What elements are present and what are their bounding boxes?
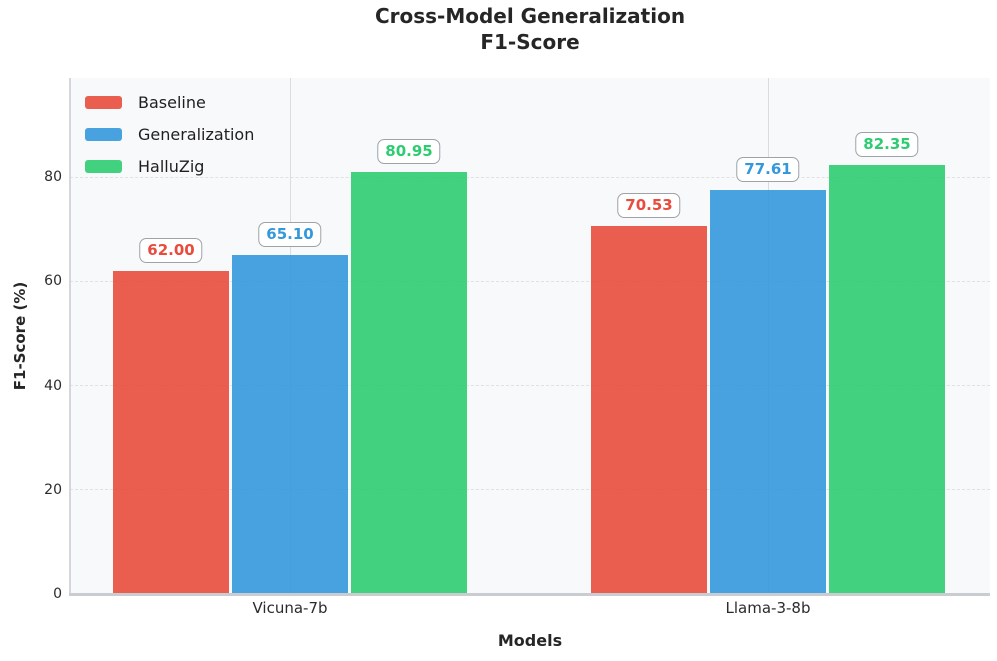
legend-item-halluzig: HalluZig — [85, 150, 254, 182]
legend: Baseline Generalization HalluZig — [85, 86, 254, 182]
legend-label-halluzig: HalluZig — [138, 156, 205, 176]
plot-area: 62.00 70.53 65.10 77.61 80.95 82.35 Baseline G… — [70, 78, 990, 594]
value-label-baseline-llama-3-8b: 70.53 — [617, 193, 681, 219]
legend-item-baseline: Baseline — [85, 86, 254, 118]
value-label-generalization-vicuna-7b: 65.10 — [258, 221, 322, 247]
legend-swatch-baseline — [85, 95, 122, 109]
legend-label-generalization: Generalization — [138, 124, 255, 144]
y-tick-label-0: 0 — [53, 586, 62, 602]
bar-generalization-vicuna-7b — [232, 254, 348, 594]
y-tick-label-40: 40 — [44, 377, 62, 394]
legend-item-generalization: Generalization — [85, 118, 254, 150]
y-tick-label-80: 80 — [44, 169, 62, 186]
chart-title: Cross-Model Generalization F1-Score — [374, 4, 686, 54]
y-axis-label: F1-Score (%) — [11, 281, 29, 391]
horizontal-gridline-60 — [70, 280, 990, 282]
bar-generalization-llama-3-8b — [710, 189, 826, 594]
bar-baseline-llama-3-8b — [591, 226, 707, 594]
legend-swatch-halluzig — [85, 159, 122, 173]
y-axis-spine — [69, 78, 71, 594]
x-axis-spine — [69, 593, 990, 596]
y-tick-label-20: 20 — [44, 481, 62, 498]
x-axis-label: Models — [497, 631, 563, 650]
y-tick-label-60: 60 — [44, 273, 62, 290]
legend-label-baseline: Baseline — [138, 92, 206, 112]
x-tick-label-llama-3-8b: Llama-3-8b — [725, 599, 811, 617]
value-label-generalization-llama-3-8b: 77.61 — [736, 156, 800, 182]
horizontal-gridline-80 — [70, 176, 990, 178]
bar-halluzig-llama-3-8b — [829, 164, 945, 594]
value-label-baseline-vicuna-7b: 62.00 — [139, 237, 203, 263]
x-tick-label-vicuna-7b: Vicuna-7b — [252, 599, 328, 617]
horizontal-gridline-40 — [70, 385, 990, 387]
value-label-halluzig-vicuna-7b: 80.95 — [377, 139, 441, 165]
value-label-halluzig-llama-3-8b: 82.35 — [855, 131, 919, 157]
legend-swatch-generalization — [85, 127, 122, 141]
horizontal-gridline-20 — [70, 489, 990, 491]
bar-halluzig-vicuna-7b — [351, 172, 467, 594]
bar-baseline-vicuna-7b — [113, 270, 229, 594]
